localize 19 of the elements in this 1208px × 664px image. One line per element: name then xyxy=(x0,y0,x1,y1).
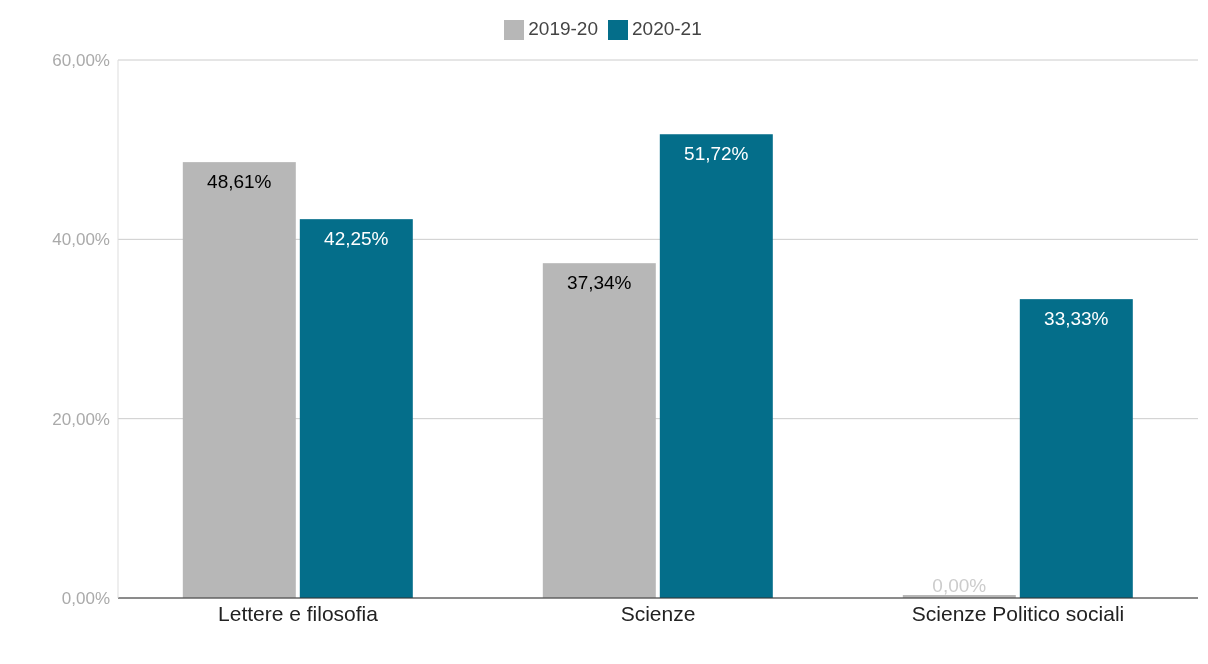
data-label: 51,72% xyxy=(684,143,749,165)
x-tick-label: Scienze xyxy=(620,601,696,625)
bar xyxy=(182,162,296,598)
bar xyxy=(659,134,773,598)
bar xyxy=(1019,299,1133,598)
x-tick-label: Scienze Politico sociali xyxy=(911,601,1125,625)
y-tick-label: 40,00% xyxy=(52,230,110,250)
y-tick-label: 20,00% xyxy=(52,409,110,429)
data-label: 37,34% xyxy=(567,272,632,294)
legend-label: 2019-20 xyxy=(528,18,598,39)
legend-label: 2020-21 xyxy=(632,18,702,39)
bar xyxy=(299,219,413,598)
data-label: 48,61% xyxy=(207,171,272,193)
x-tick-label: Lettere e filosofia xyxy=(218,601,379,625)
data-label: 42,25% xyxy=(324,228,389,250)
y-tick-label: 0,00% xyxy=(61,589,110,609)
y-tick-label: 60,00% xyxy=(52,51,110,71)
bar xyxy=(542,263,656,598)
data-label: 33,33% xyxy=(1044,308,1109,330)
